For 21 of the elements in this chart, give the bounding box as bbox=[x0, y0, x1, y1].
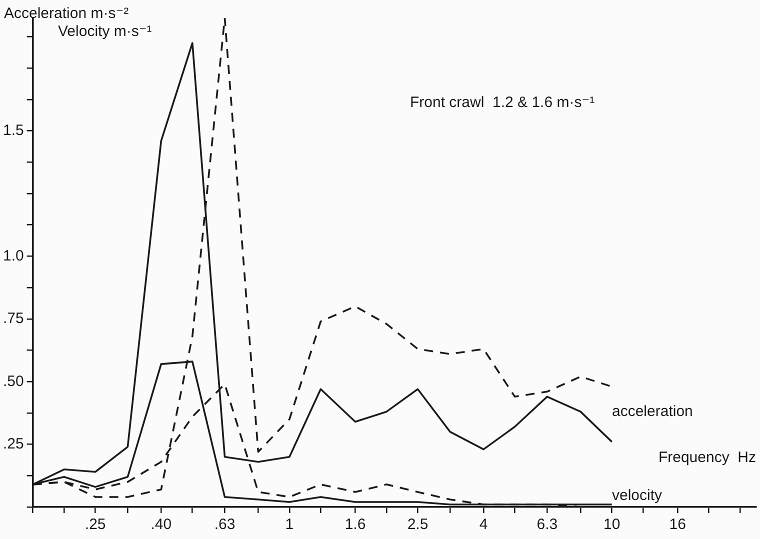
annotation: Velocity m·s⁻¹ bbox=[58, 23, 152, 40]
x-tick-label: .40 bbox=[150, 516, 172, 534]
y-tick-label: .25 bbox=[2, 435, 24, 452]
y-tick-label: .50 bbox=[2, 372, 24, 390]
text: Front crawl 1.2 & 1.6 m·s⁻¹ bbox=[410, 94, 595, 111]
x-tick-label: 16 bbox=[669, 516, 686, 534]
x-axis-title: Frequency Hz bbox=[658, 449, 756, 466]
x-tick-label: .25 bbox=[84, 516, 106, 534]
y-tick-label: 1.0 bbox=[2, 247, 24, 264]
y-axis-title: Acceleration m·s⁻² bbox=[4, 5, 129, 22]
x-tick-label: 1 bbox=[285, 516, 294, 534]
x-tick-label: .63 bbox=[214, 516, 236, 534]
x-tick-label: 10 bbox=[603, 516, 620, 534]
x-tick-label: 1.6 bbox=[344, 516, 366, 534]
annotation: velocity bbox=[612, 487, 663, 504]
x-tick-label: 6.3 bbox=[536, 516, 558, 534]
x-tick-label: 4 bbox=[479, 516, 488, 534]
y-tick-label: 1.5 bbox=[2, 122, 24, 139]
x-tick-label: 2.5 bbox=[407, 516, 428, 534]
annotation: acceleration bbox=[612, 403, 693, 420]
y-tick-label: .75 bbox=[2, 310, 24, 328]
